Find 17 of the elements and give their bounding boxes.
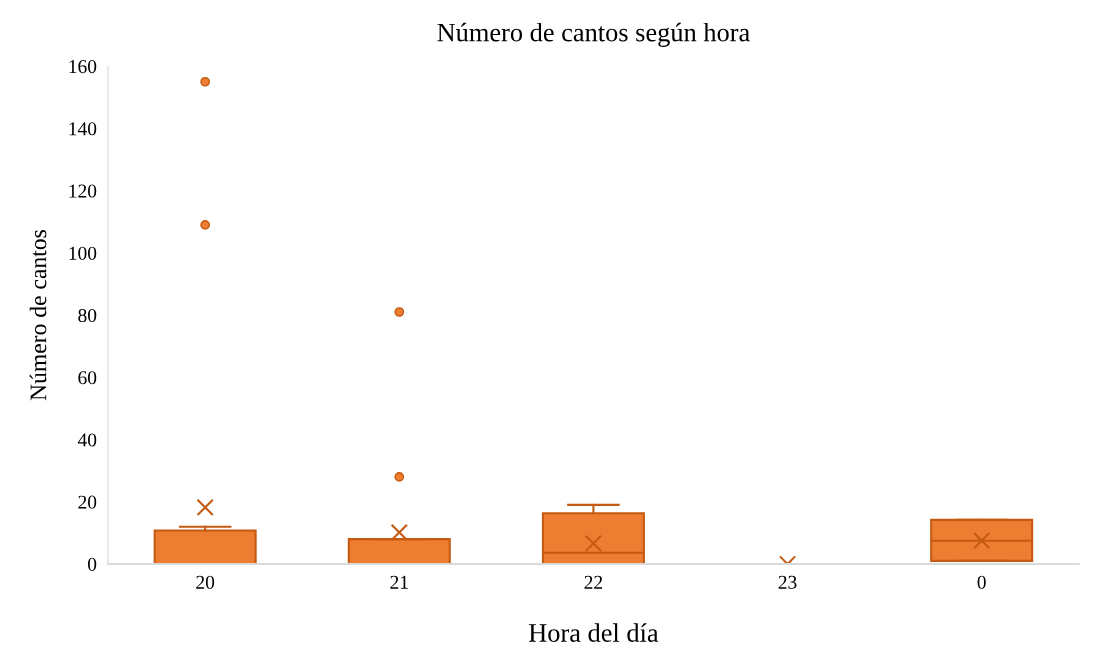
y-tick-label: 60 (78, 371, 97, 385)
y-tick-label: 160 (69, 60, 97, 74)
x-axis-title: Hora del día (528, 623, 659, 642)
y-tick-label: 100 (69, 246, 97, 260)
y-tick-label: 80 (78, 308, 97, 323)
y-tick-label: 120 (69, 184, 97, 198)
chart-title: Número de cantos según hora (437, 22, 750, 47)
x-tick-label: 21 (390, 575, 408, 589)
y-tick-label: 20 (78, 495, 97, 509)
y-tick-label: 140 (69, 122, 97, 136)
x-tick-label: 23 (778, 575, 797, 589)
x-tick-label: 22 (584, 575, 603, 589)
x-tick-label: 0 (977, 575, 986, 589)
y-tick-label: 40 (77, 433, 97, 447)
y-tick-label: 0 (88, 557, 97, 571)
y-axis-title: Número de cantos (29, 230, 47, 401)
x-tick-label: 20 (196, 575, 215, 589)
